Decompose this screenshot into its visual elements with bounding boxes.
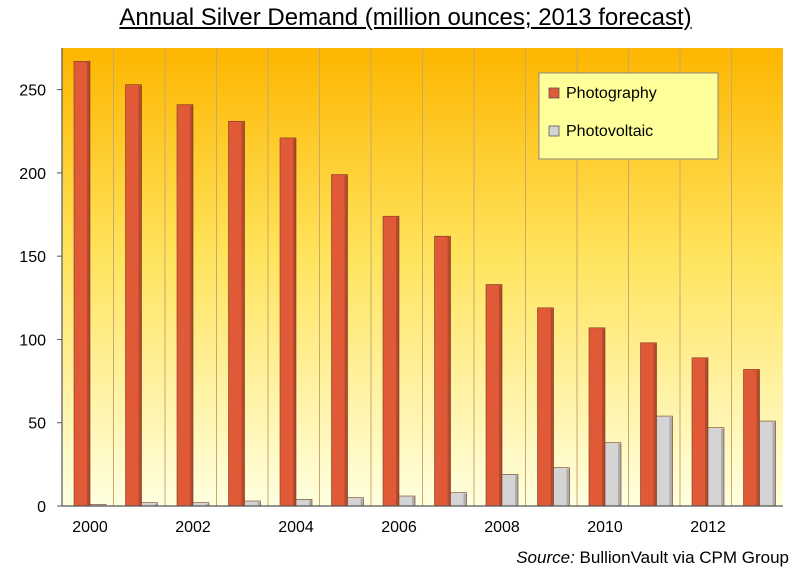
source-prefix: Source: [516,548,575,567]
y-tick-label-200: 200 [19,166,46,183]
bar-shade-2013 [756,370,760,506]
bar-shade-2006 [412,497,415,506]
y-tick-label-0: 0 [37,499,46,516]
bar-shade-2007 [447,237,451,507]
bar-shade-2010 [618,443,621,506]
x-tick-label-2010: 2010 [587,519,623,536]
legend-box [538,72,719,160]
bar-shade-2012 [721,428,724,506]
x-tick-label-2008: 2008 [484,519,520,536]
bar-shade-2009 [566,468,570,506]
bar-shade-2002 [190,105,193,506]
x-tick-label-2004: 2004 [278,519,314,536]
source-note: Source: BullionVault via CPM Group [516,548,789,568]
bar-shade-2008 [515,475,518,506]
bar-shade-2002 [206,503,209,506]
x-tick-label-2002: 2002 [175,519,211,536]
x-tick-label-2006: 2006 [381,519,417,536]
bar-shade-2001 [154,503,158,506]
source-text: BullionVault via CPM Group [579,548,789,567]
bar-shade-2005 [360,498,364,506]
legend-swatch-photovoltaic [548,125,560,137]
bar-shade-2001 [138,85,142,506]
bar-shade-2012 [705,358,708,506]
bar-shade-2007 [463,493,467,506]
bar-shade-2005 [344,175,348,507]
bar-shade-2008 [499,285,502,506]
bar-shade-2011 [669,417,673,506]
legend-label-photovoltaic: Photovoltaic [566,123,653,140]
bar-shade-2010 [602,328,605,506]
x-tick-label-2000: 2000 [72,519,108,536]
y-tick-label-50: 50 [28,416,46,433]
bar-shade-2004 [309,500,312,506]
bar-shade-2011 [653,343,657,506]
y-tick-label-250: 250 [19,83,46,100]
bar-shade-2009 [550,308,554,506]
legend-swatch-photography [548,87,560,99]
y-tick-label-150: 150 [19,249,46,266]
legend-label-photography: Photography [566,85,657,102]
bar-shade-2000 [87,62,90,506]
bar-shade-2003 [257,502,261,506]
bar-shade-2006 [396,217,399,506]
x-tick-label-2012: 2012 [690,519,726,536]
bar-shade-2013 [772,422,776,506]
bar-shade-2003 [241,122,245,506]
chart-title: Annual Silver Demand (million ounces; 20… [119,4,692,31]
y-tick-label-100: 100 [19,332,46,349]
bar-shade-2004 [293,138,296,506]
